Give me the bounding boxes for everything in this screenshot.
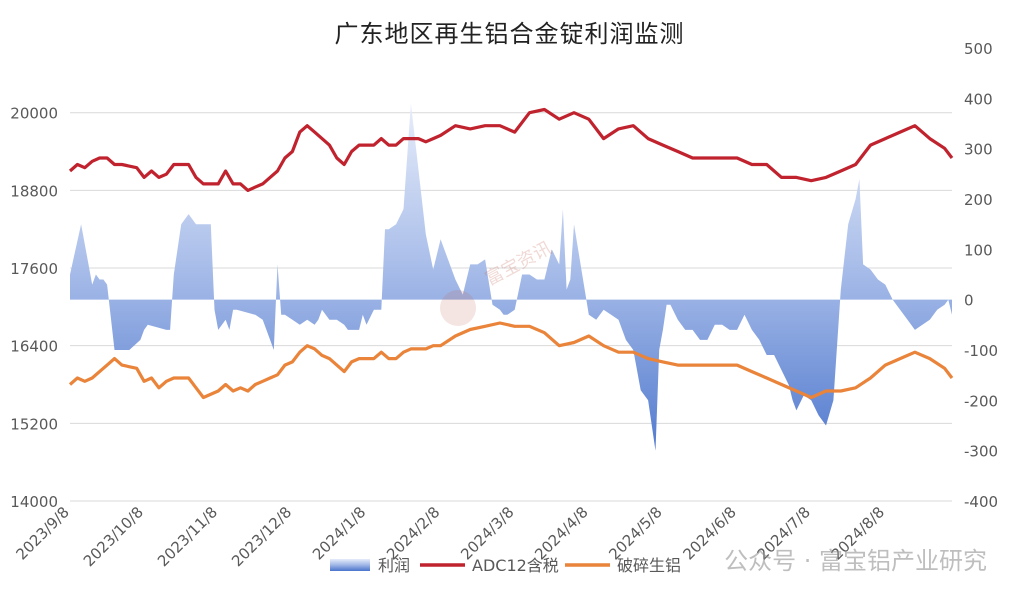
legend-swatch-profit: [330, 559, 370, 571]
legend-label: 破碎生铝: [617, 556, 681, 575]
y-left-tick-label: 14000: [10, 493, 58, 511]
x-tick-label: 2023/11/8: [154, 503, 221, 570]
y-right-tick-label: -400: [964, 493, 998, 511]
y-left-tick-label: 18800: [10, 182, 58, 200]
x-tick-label: 2024/4/8: [531, 503, 591, 563]
y-right-tick-label: 200: [964, 191, 993, 209]
legend-label: 利润: [378, 556, 410, 575]
x-tick-label: 2023/9/8: [12, 503, 72, 563]
x-tick-label: 2023/12/8: [228, 503, 295, 570]
y-left-tick-label: 15200: [10, 415, 58, 433]
brand-logo-icon: [440, 290, 476, 326]
legend-label: ADC12含税: [472, 556, 559, 575]
source-watermark: 公众号 · 富宝铝产业研究: [724, 547, 987, 575]
y-right-tick-label: -300: [964, 443, 998, 461]
y-left-tick-label: 16400: [10, 338, 58, 356]
y-right-tick-label: 100: [964, 241, 993, 259]
y-right-tick-label: -100: [964, 342, 998, 360]
y-left-tick-label: 20000: [10, 105, 58, 123]
adc12-line: [68, 107, 954, 192]
scrap-aluminum-line: [68, 321, 954, 400]
x-tick-label: 2024/2/8: [383, 503, 443, 563]
y-right-tick-label: -200: [964, 392, 998, 410]
y-left-tick-label: 17600: [10, 260, 58, 278]
x-tick-label: 2024/5/8: [605, 503, 665, 563]
x-tick-label: 2023/10/8: [80, 503, 147, 570]
y-right-tick-label: 400: [964, 90, 993, 108]
y-right-tick-label: 0: [964, 292, 974, 310]
y-right-tick-label: 300: [964, 141, 993, 159]
chart-title: 广东地区再生铝合金锭利润监测: [334, 20, 685, 48]
x-tick-label: 2024/3/8: [457, 503, 517, 563]
x-tick-label: 2024/1/8: [309, 503, 369, 563]
y-right-tick-label: 500: [964, 40, 993, 58]
